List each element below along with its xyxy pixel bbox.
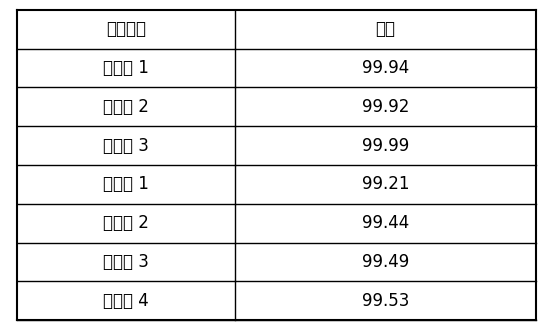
Text: 纯度: 纯度 [375,20,395,38]
Text: 产品编号: 产品编号 [106,20,146,38]
Text: 99.99: 99.99 [362,137,409,155]
Text: 对比例 2: 对比例 2 [103,214,149,232]
Text: 对比例 3: 对比例 3 [103,253,149,271]
Text: 实施例 1: 实施例 1 [103,59,149,77]
Text: 99.92: 99.92 [362,98,409,116]
Text: 对比例 4: 对比例 4 [103,292,149,310]
Text: 99.49: 99.49 [362,253,409,271]
Text: 对比例 1: 对比例 1 [103,175,149,193]
Text: 实施例 3: 实施例 3 [103,137,149,155]
Text: 99.44: 99.44 [362,214,409,232]
Text: 99.21: 99.21 [362,175,409,193]
Text: 99.53: 99.53 [362,292,409,310]
Text: 实施例 2: 实施例 2 [103,98,149,116]
Text: 99.94: 99.94 [362,59,409,77]
